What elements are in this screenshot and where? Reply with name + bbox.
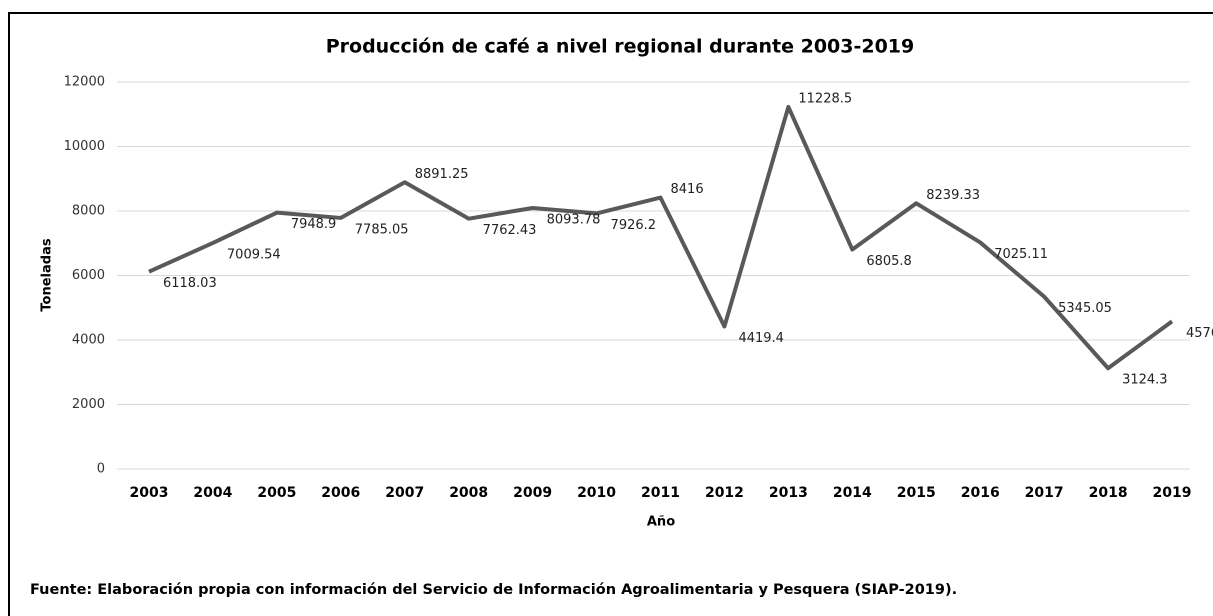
x-tick-label: 2004 <box>193 485 232 501</box>
data-label: 8093.78 <box>547 212 601 227</box>
data-label: 3124.3 <box>1122 373 1168 388</box>
data-label: 5345.05 <box>1058 301 1112 316</box>
x-tick-label: 2007 <box>385 485 424 501</box>
source-note: Fuente: Elaboración propia con informaci… <box>30 582 957 598</box>
chart-frame <box>8 12 1213 616</box>
y-tick-label: 12000 <box>64 75 105 90</box>
data-label: 7025.11 <box>994 247 1048 262</box>
x-tick-label: 2015 <box>897 485 936 501</box>
data-label: 11228.5 <box>798 91 852 106</box>
data-label: 8891.25 <box>415 167 469 182</box>
x-tick-label: 2016 <box>961 485 1000 501</box>
x-tick-label: 2013 <box>769 485 808 501</box>
x-axis-label: Año <box>647 515 675 530</box>
y-tick-label: 6000 <box>72 268 105 283</box>
data-label: 7762.43 <box>483 223 537 238</box>
y-tick-label: 2000 <box>72 397 105 412</box>
data-label: 4419.4 <box>738 331 784 346</box>
y-tick-label: 0 <box>97 462 105 477</box>
data-label: 4576.68 <box>1186 326 1213 341</box>
x-tick-label: 2010 <box>577 485 616 501</box>
x-tick-label: 2017 <box>1025 485 1064 501</box>
y-axis-label: Toneladas <box>40 238 55 311</box>
data-label: 6805.8 <box>866 254 912 269</box>
data-label: 8416 <box>671 182 704 197</box>
y-tick-label: 10000 <box>64 139 105 154</box>
chart-title: Producción de café a nivel regional dura… <box>326 36 915 58</box>
data-label: 7785.05 <box>355 222 409 237</box>
x-tick-label: 2011 <box>641 485 680 501</box>
data-label: 6118.03 <box>163 276 217 291</box>
x-tick-label: 2008 <box>449 485 488 501</box>
y-tick-label: 8000 <box>72 204 105 219</box>
data-label: 7948.9 <box>291 217 337 232</box>
x-tick-label: 2014 <box>833 485 872 501</box>
x-tick-label: 2012 <box>705 485 744 501</box>
line-series <box>148 104 1174 371</box>
x-tick-label: 2009 <box>513 485 552 501</box>
x-tick-label: 2019 <box>1153 485 1192 501</box>
data-label: 8239.33 <box>926 188 980 203</box>
x-tick-label: 2003 <box>129 485 168 501</box>
x-tick-label: 2006 <box>321 485 360 501</box>
y-tick-label: 4000 <box>72 333 105 348</box>
x-tick-label: 2018 <box>1089 485 1128 501</box>
data-label: 7926.2 <box>611 218 657 233</box>
x-tick-label: 2005 <box>257 485 296 501</box>
data-label: 7009.54 <box>227 247 281 262</box>
